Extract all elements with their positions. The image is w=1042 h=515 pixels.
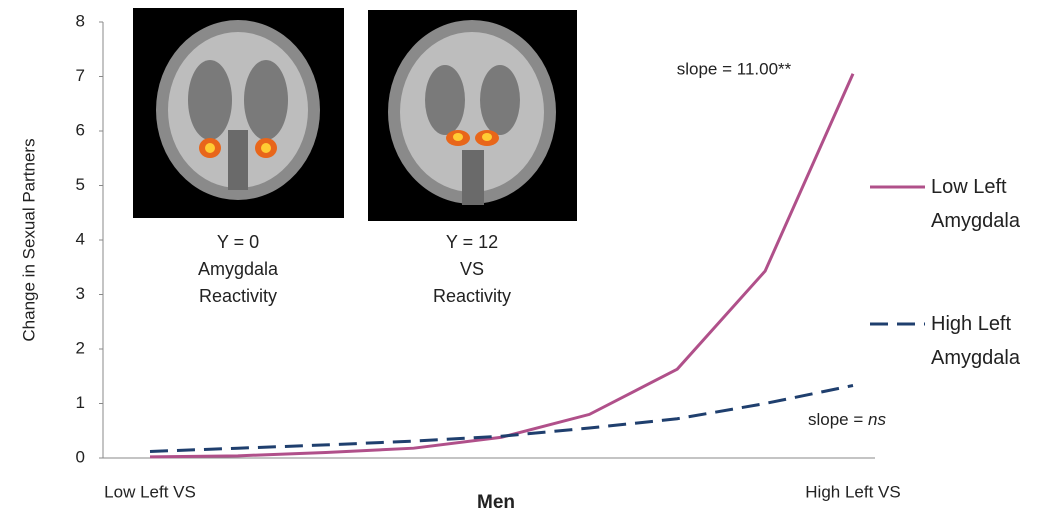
legend-label: High Left Amygdala <box>931 307 1042 375</box>
inset-caption: Reactivity <box>433 286 511 306</box>
y-tick-label: 5 <box>76 175 85 194</box>
x-tick-label: High Left VS <box>805 482 900 501</box>
annotation-emphasis: ns <box>868 410 886 429</box>
inset-caption: Amygdala <box>198 259 279 279</box>
chart: Change in Sexual Partners Men slope = 11… <box>0 0 1042 515</box>
y-tick-label: 1 <box>76 393 85 412</box>
page: Change in Sexual Partners Men slope = 11… <box>0 0 1042 515</box>
x-axis-title: Men <box>477 492 515 513</box>
brain-inset-2 <box>368 10 577 221</box>
legend-label: Low Left Amygdala <box>931 170 1042 238</box>
annotation-text: slope = <box>808 410 868 429</box>
inset-caption: VS <box>460 259 484 279</box>
annotation: slope = 11.00** <box>677 59 792 78</box>
y-tick-label: 6 <box>76 120 85 139</box>
series-line <box>150 386 853 452</box>
y-tick-label: 8 <box>76 11 85 30</box>
y-tick-label: 7 <box>76 66 85 85</box>
inset-caption: Y = 0 <box>217 232 259 252</box>
y-axis-title: Change in Sexual Partners <box>19 138 38 341</box>
brain-inset-1 <box>133 8 344 218</box>
y-tick-label: 0 <box>76 447 85 466</box>
y-tick-label: 4 <box>76 229 85 248</box>
inset-caption: Y = 12 <box>446 232 498 252</box>
y-tick-label: 2 <box>76 338 85 357</box>
x-tick-label: Low Left VS <box>104 482 196 501</box>
y-tick-label: 3 <box>76 284 85 303</box>
annotation: slope = ns <box>808 410 886 429</box>
inset-caption: Reactivity <box>199 286 277 306</box>
